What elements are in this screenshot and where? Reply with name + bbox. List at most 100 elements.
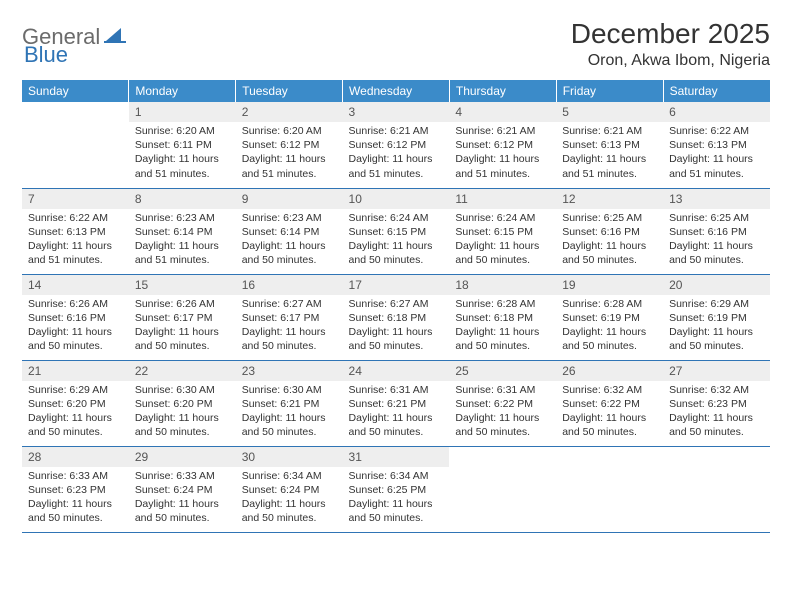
day-content: Sunrise: 6:20 AMSunset: 6:12 PMDaylight:… [236, 122, 343, 185]
day-number: 24 [343, 361, 450, 381]
day-header-wed: Wednesday [343, 80, 450, 102]
day-number: 22 [129, 361, 236, 381]
day-content: Sunrise: 6:22 AMSunset: 6:13 PMDaylight:… [22, 209, 129, 272]
day-cell: 17Sunrise: 6:27 AMSunset: 6:18 PMDayligh… [343, 274, 450, 360]
day-number: 15 [129, 275, 236, 295]
day-content: Sunrise: 6:33 AMSunset: 6:23 PMDaylight:… [22, 467, 129, 530]
day-cell: 24Sunrise: 6:31 AMSunset: 6:21 PMDayligh… [343, 360, 450, 446]
day-cell: 2Sunrise: 6:20 AMSunset: 6:12 PMDaylight… [236, 102, 343, 188]
day-content: Sunrise: 6:29 AMSunset: 6:19 PMDaylight:… [663, 295, 770, 358]
day-header-sun: Sunday [22, 80, 129, 102]
day-cell: 23Sunrise: 6:30 AMSunset: 6:21 PMDayligh… [236, 360, 343, 446]
week-row: 21Sunrise: 6:29 AMSunset: 6:20 PMDayligh… [22, 360, 770, 446]
day-content: Sunrise: 6:30 AMSunset: 6:21 PMDaylight:… [236, 381, 343, 444]
day-number: 21 [22, 361, 129, 381]
day-cell: 5Sunrise: 6:21 AMSunset: 6:13 PMDaylight… [556, 102, 663, 188]
day-cell: 16Sunrise: 6:27 AMSunset: 6:17 PMDayligh… [236, 274, 343, 360]
day-cell: 18Sunrise: 6:28 AMSunset: 6:18 PMDayligh… [449, 274, 556, 360]
day-content: Sunrise: 6:28 AMSunset: 6:19 PMDaylight:… [556, 295, 663, 358]
day-cell: 27Sunrise: 6:32 AMSunset: 6:23 PMDayligh… [663, 360, 770, 446]
day-number: 16 [236, 275, 343, 295]
day-content: Sunrise: 6:32 AMSunset: 6:22 PMDaylight:… [556, 381, 663, 444]
day-header-sat: Saturday [663, 80, 770, 102]
day-number: 6 [663, 102, 770, 122]
day-content: Sunrise: 6:22 AMSunset: 6:13 PMDaylight:… [663, 122, 770, 185]
day-content: Sunrise: 6:31 AMSunset: 6:22 PMDaylight:… [449, 381, 556, 444]
day-cell: 30Sunrise: 6:34 AMSunset: 6:24 PMDayligh… [236, 446, 343, 532]
logo-text-blue: Blue [24, 42, 68, 67]
day-number: 3 [343, 102, 450, 122]
day-cell: 28Sunrise: 6:33 AMSunset: 6:23 PMDayligh… [22, 446, 129, 532]
day-content: Sunrise: 6:20 AMSunset: 6:11 PMDaylight:… [129, 122, 236, 185]
day-number: 23 [236, 361, 343, 381]
day-content: Sunrise: 6:23 AMSunset: 6:14 PMDaylight:… [129, 209, 236, 272]
day-number: 18 [449, 275, 556, 295]
day-cell: 20Sunrise: 6:29 AMSunset: 6:19 PMDayligh… [663, 274, 770, 360]
day-number: 17 [343, 275, 450, 295]
day-content: Sunrise: 6:33 AMSunset: 6:24 PMDaylight:… [129, 467, 236, 530]
day-number: 11 [449, 189, 556, 209]
day-number: 28 [22, 447, 129, 467]
day-cell: 15Sunrise: 6:26 AMSunset: 6:17 PMDayligh… [129, 274, 236, 360]
day-content: Sunrise: 6:32 AMSunset: 6:23 PMDaylight:… [663, 381, 770, 444]
day-number: 20 [663, 275, 770, 295]
day-number: 2 [236, 102, 343, 122]
day-header-fri: Friday [556, 80, 663, 102]
day-cell: 10Sunrise: 6:24 AMSunset: 6:15 PMDayligh… [343, 188, 450, 274]
day-content: Sunrise: 6:21 AMSunset: 6:13 PMDaylight:… [556, 122, 663, 185]
location: Oron, Akwa Ibom, Nigeria [571, 52, 770, 70]
day-cell: 9Sunrise: 6:23 AMSunset: 6:14 PMDaylight… [236, 188, 343, 274]
day-number: 8 [129, 189, 236, 209]
month-title: December 2025 [571, 18, 770, 50]
day-content: Sunrise: 6:24 AMSunset: 6:15 PMDaylight:… [449, 209, 556, 272]
day-number: 4 [449, 102, 556, 122]
day-number: 13 [663, 189, 770, 209]
day-cell: 11Sunrise: 6:24 AMSunset: 6:15 PMDayligh… [449, 188, 556, 274]
day-number: 25 [449, 361, 556, 381]
day-cell: 8Sunrise: 6:23 AMSunset: 6:14 PMDaylight… [129, 188, 236, 274]
day-content: Sunrise: 6:31 AMSunset: 6:21 PMDaylight:… [343, 381, 450, 444]
day-content: Sunrise: 6:30 AMSunset: 6:20 PMDaylight:… [129, 381, 236, 444]
day-cell: 4Sunrise: 6:21 AMSunset: 6:12 PMDaylight… [449, 102, 556, 188]
day-header-mon: Monday [129, 80, 236, 102]
day-cell: 1Sunrise: 6:20 AMSunset: 6:11 PMDaylight… [129, 102, 236, 188]
day-number: 7 [22, 189, 129, 209]
day-content: Sunrise: 6:26 AMSunset: 6:17 PMDaylight:… [129, 295, 236, 358]
day-header-thu: Thursday [449, 80, 556, 102]
day-cell [663, 446, 770, 532]
day-content: Sunrise: 6:24 AMSunset: 6:15 PMDaylight:… [343, 209, 450, 272]
day-cell: 3Sunrise: 6:21 AMSunset: 6:12 PMDaylight… [343, 102, 450, 188]
day-cell: 6Sunrise: 6:22 AMSunset: 6:13 PMDaylight… [663, 102, 770, 188]
day-content: Sunrise: 6:25 AMSunset: 6:16 PMDaylight:… [556, 209, 663, 272]
day-number: 27 [663, 361, 770, 381]
week-row: 7Sunrise: 6:22 AMSunset: 6:13 PMDaylight… [22, 188, 770, 274]
day-header-row: Sunday Monday Tuesday Wednesday Thursday… [22, 80, 770, 102]
day-number: 31 [343, 447, 450, 467]
day-cell [556, 446, 663, 532]
calendar-table: Sunday Monday Tuesday Wednesday Thursday… [22, 80, 770, 533]
day-number: 9 [236, 189, 343, 209]
day-cell [22, 102, 129, 188]
day-header-tue: Tuesday [236, 80, 343, 102]
day-cell: 13Sunrise: 6:25 AMSunset: 6:16 PMDayligh… [663, 188, 770, 274]
day-cell [449, 446, 556, 532]
week-row: 1Sunrise: 6:20 AMSunset: 6:11 PMDaylight… [22, 102, 770, 188]
day-number: 19 [556, 275, 663, 295]
day-number: 30 [236, 447, 343, 467]
day-number: 26 [556, 361, 663, 381]
title-block: December 2025 Oron, Akwa Ibom, Nigeria [571, 18, 770, 70]
day-content: Sunrise: 6:28 AMSunset: 6:18 PMDaylight:… [449, 295, 556, 358]
day-cell: 21Sunrise: 6:29 AMSunset: 6:20 PMDayligh… [22, 360, 129, 446]
day-content: Sunrise: 6:29 AMSunset: 6:20 PMDaylight:… [22, 381, 129, 444]
day-content: Sunrise: 6:34 AMSunset: 6:24 PMDaylight:… [236, 467, 343, 530]
week-row: 14Sunrise: 6:26 AMSunset: 6:16 PMDayligh… [22, 274, 770, 360]
day-content: Sunrise: 6:34 AMSunset: 6:25 PMDaylight:… [343, 467, 450, 530]
day-content: Sunrise: 6:27 AMSunset: 6:17 PMDaylight:… [236, 295, 343, 358]
day-content: Sunrise: 6:26 AMSunset: 6:16 PMDaylight:… [22, 295, 129, 358]
header: General December 2025 Oron, Akwa Ibom, N… [22, 18, 770, 70]
day-number: 10 [343, 189, 450, 209]
day-number: 5 [556, 102, 663, 122]
calendar-body: 1Sunrise: 6:20 AMSunset: 6:11 PMDaylight… [22, 102, 770, 532]
day-number: 14 [22, 275, 129, 295]
day-cell: 19Sunrise: 6:28 AMSunset: 6:19 PMDayligh… [556, 274, 663, 360]
